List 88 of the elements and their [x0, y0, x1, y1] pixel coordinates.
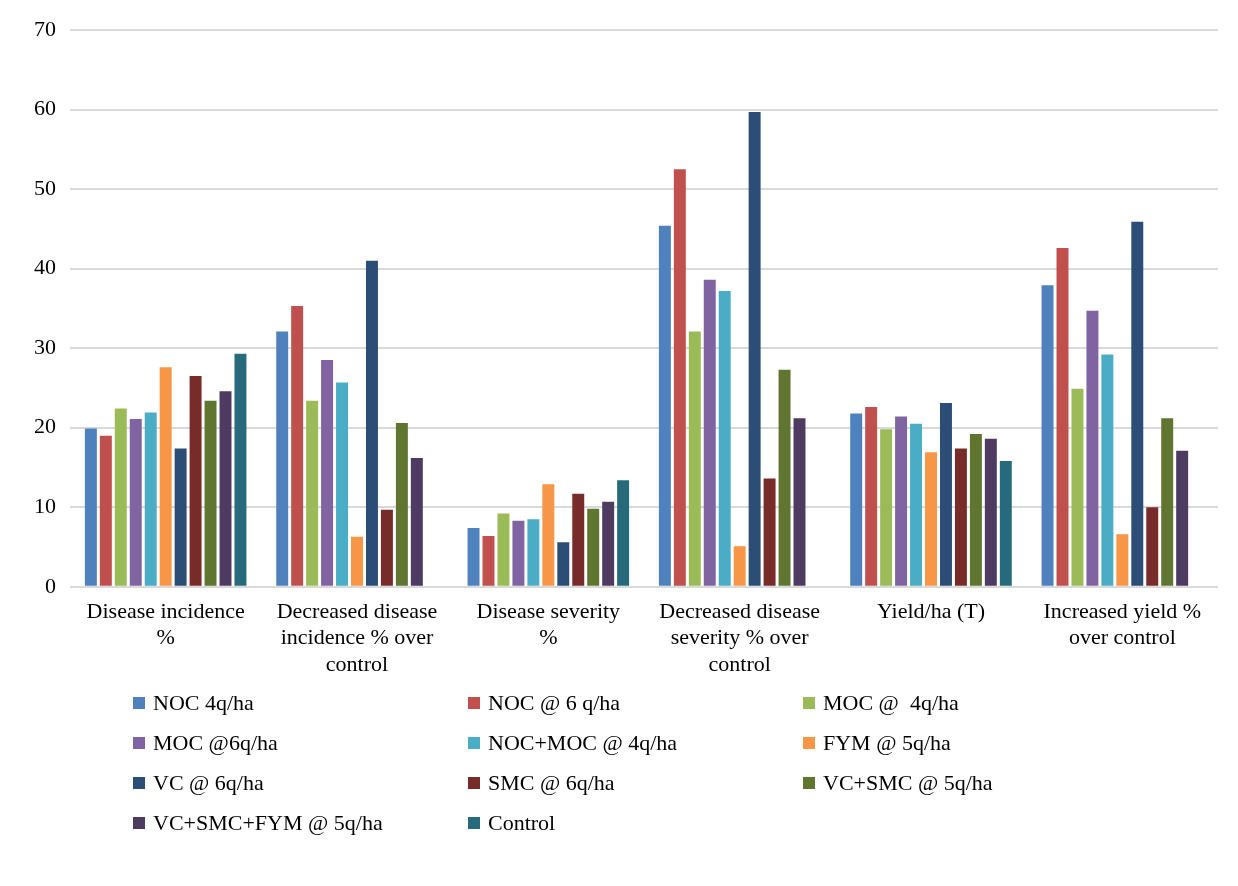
- bar: [969, 434, 982, 586]
- bar: [159, 367, 172, 586]
- y-tick-label: 60: [34, 95, 56, 121]
- bar: [467, 527, 480, 586]
- bar: [688, 331, 701, 586]
- bar: [84, 428, 97, 586]
- bar: [984, 438, 997, 586]
- x-tick-label: Decreased disease severity % over control: [659, 597, 820, 676]
- bar: [1041, 285, 1054, 586]
- bar: [895, 416, 908, 586]
- bar: [114, 408, 127, 586]
- legend-label: NOC 4q/ha: [153, 690, 254, 716]
- bar: [939, 403, 952, 586]
- bar: [658, 225, 671, 586]
- bar: [850, 413, 863, 586]
- bar: [1146, 507, 1159, 586]
- legend-label: NOC @ 6 q/ha: [488, 690, 621, 716]
- bar: [189, 376, 202, 586]
- bar: [587, 508, 600, 586]
- legend-label: Control: [488, 810, 556, 836]
- bar: [276, 331, 289, 586]
- bar: [204, 400, 217, 586]
- bar: [512, 520, 525, 586]
- bar: [482, 535, 495, 586]
- bar: [880, 429, 893, 586]
- y-tick-label: 10: [34, 493, 56, 519]
- x-tick-label: Disease incidence %: [86, 597, 245, 650]
- bar: [380, 509, 393, 586]
- bar: [219, 391, 232, 586]
- legend-label: VC+SMC @ 5q/ha: [823, 770, 993, 796]
- bar: [778, 369, 791, 586]
- bar: [99, 435, 112, 586]
- legend-label: MOC @ 4q/ha: [823, 690, 959, 716]
- bar: [1116, 534, 1129, 586]
- y-tick-label: 0: [45, 572, 56, 598]
- x-tick-label: Increased yield % over control: [1043, 597, 1202, 650]
- bar: [910, 423, 923, 586]
- bar: [1056, 247, 1069, 586]
- bar: [718, 290, 731, 586]
- x-tick-label: Decreased disease incidence % over control: [276, 597, 438, 676]
- bar: [763, 478, 776, 586]
- x-tick-label: Yield/ha (T): [876, 597, 986, 623]
- legend-label: SMC @ 6q/ha: [488, 770, 615, 796]
- bar: [410, 457, 423, 586]
- bar: [703, 279, 716, 586]
- bar: [865, 407, 878, 586]
- bar: [733, 546, 746, 586]
- bar: [497, 513, 510, 586]
- bar: [1101, 354, 1114, 586]
- bar: [1176, 450, 1189, 586]
- bar: [351, 536, 363, 586]
- bar: [1131, 221, 1144, 586]
- bar: [999, 461, 1012, 586]
- bar: [174, 448, 187, 586]
- bar: [234, 353, 247, 586]
- legend-label: VC+SMC+FYM @ 5q/ha: [153, 810, 383, 836]
- bar: [144, 412, 157, 586]
- bar: [793, 418, 806, 586]
- bar: [336, 382, 349, 586]
- bar: [395, 422, 408, 586]
- legend-label: VC @ 6q/ha: [153, 770, 264, 796]
- bar: [925, 452, 937, 586]
- bar: [291, 306, 304, 586]
- bar: [572, 493, 585, 586]
- bar: [954, 448, 967, 586]
- legend-label: NOC+MOC @ 4q/ha: [488, 730, 678, 756]
- bar: [1086, 310, 1099, 586]
- legend-label: MOC @6q/ha: [153, 730, 278, 756]
- bar: [617, 480, 630, 586]
- bar: [306, 400, 319, 586]
- legend-label: FYM @ 5q/ha: [823, 730, 951, 756]
- x-tick-label: Disease severity %: [476, 597, 621, 650]
- bar: [1161, 418, 1174, 586]
- bar: [557, 542, 570, 586]
- bar: [129, 418, 142, 586]
- y-tick-label: 40: [34, 254, 56, 280]
- bar: [748, 111, 761, 586]
- bar: [542, 484, 555, 586]
- bar: [673, 169, 686, 586]
- bar: [1071, 388, 1084, 586]
- y-tick-label: 20: [34, 413, 56, 439]
- bar: [321, 360, 334, 586]
- y-tick-label: 70: [34, 15, 56, 41]
- y-tick-label: 50: [34, 174, 56, 200]
- bar: [527, 519, 540, 586]
- y-tick-label: 30: [34, 333, 56, 359]
- bar: [365, 260, 378, 586]
- bar: [602, 501, 615, 586]
